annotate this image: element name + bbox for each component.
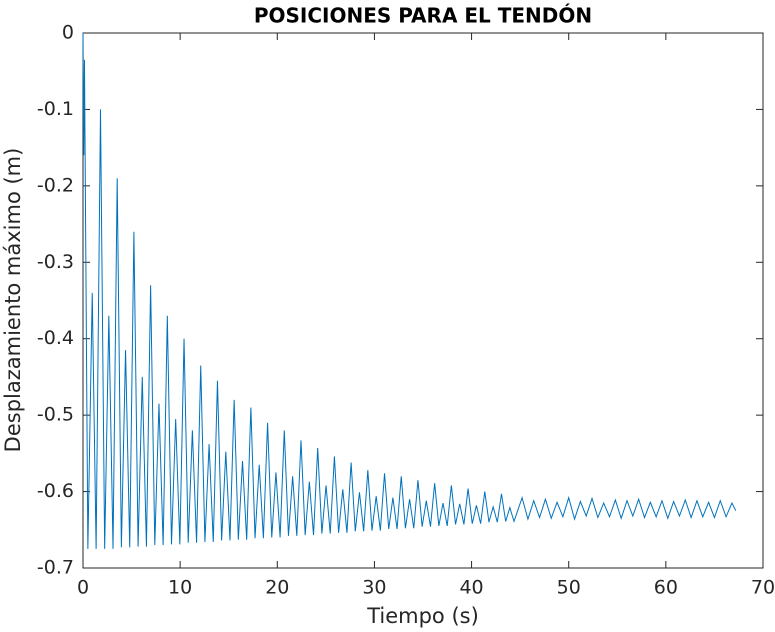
x-tick-label: 40: [459, 577, 483, 599]
chart-title: POSICIONES PARA EL TENDÓN: [254, 4, 592, 28]
x-tick-label: 50: [557, 577, 581, 599]
x-axis-label: Tiempo (s): [366, 604, 479, 628]
y-tick-label: -0.5: [37, 404, 74, 426]
y-tick-label: -0.4: [37, 327, 74, 349]
y-tick-label: -0.2: [37, 174, 74, 196]
y-tick-label: -0.3: [37, 251, 74, 273]
x-tick-label: 30: [362, 577, 386, 599]
x-tick-label: 20: [265, 577, 289, 599]
x-tick-label: 10: [168, 577, 192, 599]
y-tick-label: 0: [62, 22, 74, 44]
y-axis-label: Desplazamiento máximo (m): [1, 148, 25, 453]
y-tick-label: -0.1: [37, 98, 74, 120]
x-tick-label: 60: [654, 577, 678, 599]
data-line: [82, 32, 737, 549]
plot-frame: [82, 32, 764, 569]
y-tick-label: -0.7: [37, 557, 74, 579]
x-tick-label: 70: [751, 577, 775, 599]
x-tick-label: 0: [77, 577, 89, 599]
y-tick-label: -0.6: [37, 480, 74, 502]
